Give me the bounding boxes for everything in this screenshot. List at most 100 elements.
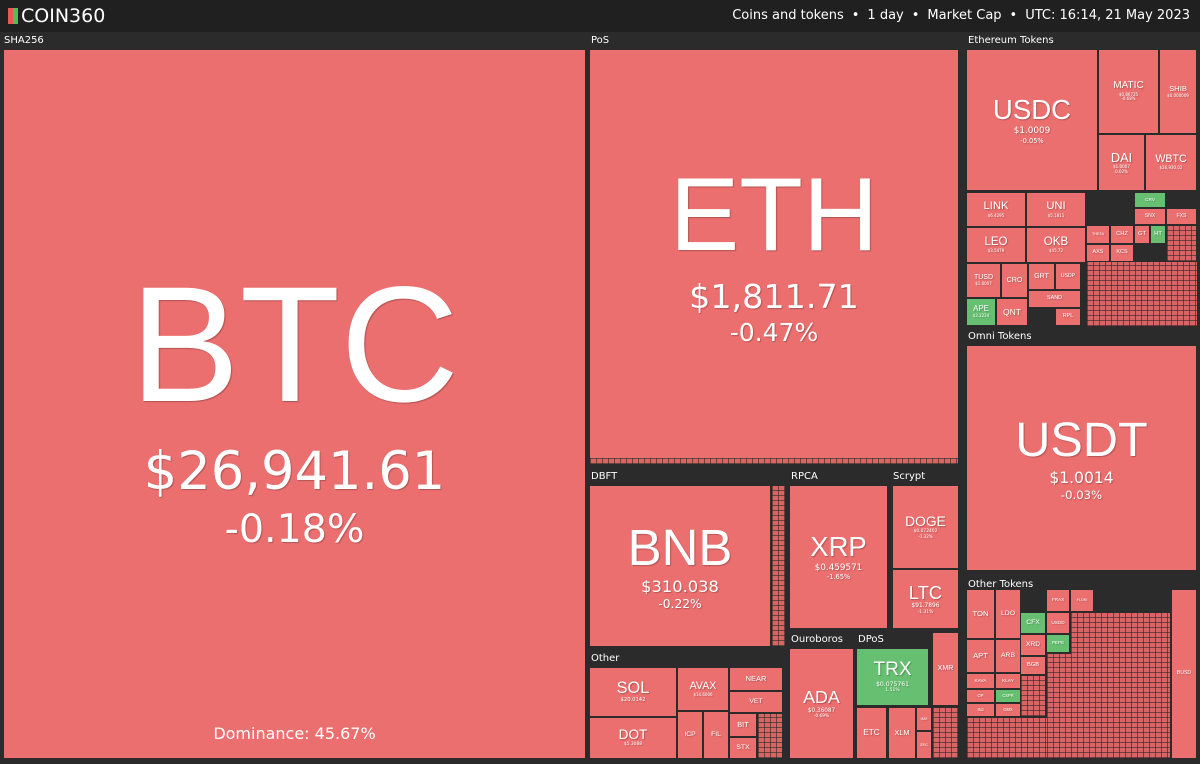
coin-price: $5.3088 (624, 742, 642, 748)
coin-symbol: RPL (1062, 313, 1074, 320)
header-item[interactable]: UTC: 16:14, 21 May 2023 (1002, 8, 1190, 23)
coin-tile[interactable]: BIT (730, 714, 756, 736)
coin-symbol: TRX (873, 659, 912, 681)
coin-tile[interactable]: XMR (933, 633, 958, 705)
coin-tile[interactable]: OKB $45.72 (1027, 228, 1085, 262)
coin-tile[interactable]: STX (730, 738, 756, 758)
coin-tile[interactable]: KLAY (996, 674, 1020, 688)
coin-tile[interactable]: DOGE $0.072402 -1.32% (893, 486, 958, 568)
coin-tile[interactable]: KCS (1111, 245, 1133, 261)
coin-tile[interactable]: UNI $5.1811 (1027, 193, 1085, 226)
coin-tile[interactable]: USDC $1.0009 -0.05% (967, 50, 1097, 190)
coin-price: $1.0014 (1049, 468, 1114, 487)
coin-tile[interactable]: ADA $0.36087 -0.69% (790, 649, 853, 758)
coin-symbol: ICP (684, 731, 696, 739)
coin-symbol: LINK (983, 200, 1009, 213)
coin-tile[interactable]: ETH $1,811.71 -0.47% (590, 50, 958, 458)
coin-tile[interactable]: FRAX (1047, 590, 1069, 611)
coin-tile[interactable]: SOL $20.0142 (590, 668, 676, 716)
coin-tile[interactable]: BUSD (1172, 590, 1196, 758)
coin-tile[interactable]: AVAX $14.6006 (678, 668, 728, 710)
coin-tile[interactable]: XRD (1021, 635, 1045, 655)
coin-tile[interactable]: APT (967, 640, 994, 672)
coin-tile[interactable]: USDT $1.0014 -0.03% (967, 346, 1196, 570)
coin-tile[interactable]: LINK $6.4295 (967, 193, 1025, 226)
coin-tile[interactable]: RPL (1056, 309, 1080, 325)
coin-tile[interactable]: PEPE (1047, 635, 1069, 652)
coin-change: -0.68% (1121, 96, 1136, 102)
coin-tile[interactable]: ETC (857, 708, 886, 758)
coin-tile[interactable]: FXS (1167, 209, 1196, 224)
coin-symbol: TON (972, 608, 989, 618)
coin-tile[interactable]: GMX (996, 704, 1020, 716)
coin-tile[interactable]: CRO (1002, 264, 1027, 297)
coin-tile[interactable]: ZEC (917, 732, 931, 758)
header-item[interactable]: Coins and tokens (732, 8, 844, 23)
group-label: Ouroboros (791, 634, 843, 645)
coin-price: $1.0009 (1013, 125, 1051, 136)
coin-tile[interactable]: TUSD $1.0007 (967, 264, 1000, 297)
header-items: Coins and tokens1 dayMarket CapUTC: 16:1… (732, 8, 1190, 23)
coin-tile[interactable]: GT (1135, 226, 1149, 243)
coin-tile[interactable]: NEAR (730, 668, 782, 690)
coin-tile[interactable]: XRP $0.459571 -1.65% (790, 486, 887, 628)
coin-tile[interactable]: VET (730, 692, 782, 712)
coin-price: $310.038 (641, 577, 719, 597)
minor-tiles (1071, 613, 1170, 758)
coin-tile[interactable]: CFX (1021, 613, 1045, 633)
coin-tile[interactable]: LEO $3.5479 (967, 228, 1025, 262)
coin-price: $0.86725 (1118, 91, 1139, 97)
coin-tile[interactable]: DOT $5.3088 (590, 718, 676, 758)
coin-tile[interactable]: OP (967, 690, 994, 702)
coin-tile[interactable]: WBTC $26,930.02 (1146, 135, 1196, 190)
coin-tile[interactable]: SHIB $0.000009 (1160, 50, 1196, 133)
coin-tile[interactable]: THETA (1087, 226, 1109, 243)
coin-price: $0.459571 (814, 562, 863, 573)
coin-tile[interactable]: CRV (1135, 193, 1165, 207)
coin-tile[interactable]: BTC $26,941.61 -0.18% (4, 50, 585, 758)
coin-tile[interactable]: HT (1151, 226, 1165, 243)
coin-tile[interactable]: CSPR (996, 690, 1020, 702)
coin-tile[interactable]: BNB $310.038 -0.22% (590, 486, 770, 646)
minor-tiles (590, 458, 958, 464)
group-label: Scrypt (893, 471, 926, 482)
coin-tile[interactable]: APE $3.2224 (967, 299, 995, 325)
coin-tile[interactable]: KAVA (967, 674, 994, 688)
coin-tile[interactable]: USDD (1047, 613, 1069, 633)
coin-tile[interactable]: XLM (889, 708, 915, 758)
coin-tile[interactable]: QNT (997, 299, 1027, 325)
coin-price: $6.4295 (987, 212, 1005, 218)
coin-tile[interactable]: SNX (1135, 209, 1165, 224)
coin-tile[interactable]: FIL (704, 712, 728, 758)
coin-tile[interactable]: LDO (996, 590, 1020, 638)
coin-tile[interactable]: SAND (1029, 291, 1080, 307)
coin-symbol: BTC (129, 251, 460, 436)
coin-tile[interactable]: LTC $91.7896 -1.31% (893, 570, 958, 628)
coin-price: $3.2224 (972, 313, 990, 319)
coin-tile[interactable]: TON (967, 590, 994, 638)
coin-symbol: INJ (977, 706, 984, 712)
header-item[interactable]: 1 day (844, 8, 903, 23)
coin-tile[interactable]: GRT (1029, 264, 1054, 289)
coin-tile[interactable]: ICP (678, 712, 702, 758)
coin-symbol: LDO (1001, 610, 1015, 618)
coin-tile[interactable]: INJ (967, 704, 994, 716)
header-item[interactable]: Market Cap (904, 8, 1001, 23)
coin-change: 1.51% (885, 688, 900, 694)
coin-tile[interactable]: DAI $1.0007 0.02% (1099, 135, 1144, 190)
group-label: SHA256 (4, 35, 44, 46)
coin-tile[interactable]: ARB (996, 640, 1020, 672)
group-label: RPCA (791, 471, 818, 482)
coin-tile[interactable]: BGB (1021, 657, 1045, 674)
minor-tiles (1021, 676, 1045, 716)
logo[interactable]: COIN360 (8, 5, 105, 27)
coin-tile[interactable]: USDP (1056, 264, 1080, 289)
coin-tile[interactable]: FLOKI (1071, 590, 1093, 611)
coin-symbol: CHZ (1116, 231, 1128, 238)
coin-tile[interactable]: CHZ (1111, 226, 1133, 243)
coin-tile[interactable]: MATIC $0.86725 -0.68% (1099, 50, 1158, 133)
coin-tile[interactable]: IMX (917, 708, 931, 730)
coin-tile[interactable]: AXS (1087, 245, 1109, 261)
coin-tile[interactable]: TRX $0.075761 1.51% (857, 649, 928, 705)
